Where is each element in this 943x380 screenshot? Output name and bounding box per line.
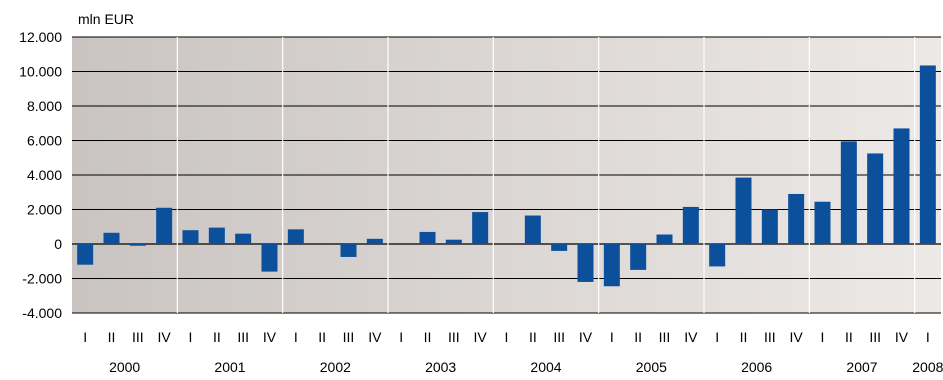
bar [577,244,594,282]
bar [551,244,568,251]
bar [498,243,515,244]
y-tick-label: 10.000 [19,64,62,80]
bar [867,153,884,244]
bar [656,234,673,244]
quarter-label: II [108,329,116,345]
quarter-label: IV [263,329,277,345]
quarter-label: II [213,329,221,345]
bar [393,243,410,244]
bar [287,229,304,244]
quarter-label: III [448,329,460,345]
quarter-label: III [343,329,355,345]
bar [156,207,173,244]
y-unit-label: mln EUR [78,11,134,27]
bar [761,209,778,244]
year-label: 2005 [636,359,667,375]
bar [261,244,278,272]
bar [709,244,726,267]
quarter-label: I [821,329,825,345]
quarter-label: III [659,329,671,345]
bar [419,231,436,244]
quarter-label: III [237,329,249,345]
quarter-label: I [189,329,193,345]
quarter-label: II [634,329,642,345]
quarter-label: II [318,329,326,345]
quarter-label: III [132,329,144,345]
bar [524,215,541,244]
quarter-label: I [610,329,614,345]
quarter-label: IV [684,329,698,345]
year-label: 2003 [425,359,456,375]
quarter-label: I [505,329,509,345]
quarter-label: IV [895,329,909,345]
bar [682,206,699,244]
quarter-label: II [424,329,432,345]
bar [129,244,146,246]
y-tick-label: 6.000 [27,133,62,149]
year-label: 2006 [741,359,772,375]
quarter-label: I [399,329,403,345]
y-tick-label: 2.000 [27,202,62,218]
bars [77,65,936,287]
quarter-label: II [529,329,537,345]
quarter-label: I [83,329,87,345]
bar [893,128,910,244]
year-separators [176,37,916,313]
quarter-label: III [553,329,565,345]
y-tick-label: -4.000 [22,305,62,321]
bar [103,232,120,244]
y-tick-label: 12.000 [19,29,62,45]
bar [630,244,647,270]
y-tick-label: 8.000 [27,98,62,114]
quarter-label: IV [158,329,172,345]
bar [77,244,94,265]
bar [182,230,199,244]
bar [814,201,831,244]
year-label: 2002 [320,359,351,375]
y-tick-label: 4.000 [27,167,62,183]
quarter-label: II [740,329,748,345]
quarter-label: III [869,329,881,345]
year-label: 2007 [846,359,877,375]
year-label: 2008 [912,359,943,375]
quarter-label: IV [474,329,488,345]
quarter-label: III [764,329,776,345]
bar [445,239,462,244]
quarter-label: IV [368,329,382,345]
bar [340,244,357,257]
quarter-label: I [926,329,930,345]
y-tick-label: 0 [54,236,62,252]
quarter-labels: I II III IV I II III IV I II III IV I II III IV I II III IV… [83,329,930,345]
quarter-label: II [845,329,853,345]
quarter-label: IV [790,329,804,345]
bar [840,141,857,244]
bar [366,238,383,244]
bar [472,212,489,244]
year-label: 2000 [109,359,140,375]
year-label: 2004 [530,359,561,375]
quarter-label: I [715,329,719,345]
bar [788,193,805,244]
quarter-label: IV [579,329,593,345]
year-label: 2001 [214,359,245,375]
bar [603,244,620,287]
bar [735,177,752,244]
y-tick-label: -2.000 [22,271,62,287]
y-tick-labels: -4.000 -2.000 0 2.000 4.000 6.000 8.000 10.000 1… [19,29,62,321]
year-labels: 2000 2001 2002 2003 2004 2005 2006 2007 2008 [109,359,943,375]
quarter-label: I [294,329,298,345]
bar [208,227,225,244]
bar [919,65,936,245]
bar [235,233,252,244]
